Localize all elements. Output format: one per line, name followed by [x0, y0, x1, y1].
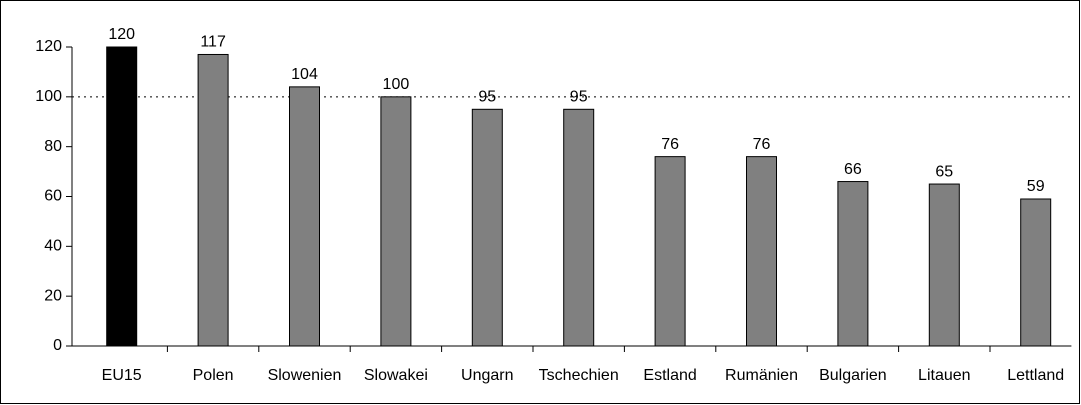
x-tick-label: Rumänien: [725, 367, 798, 384]
x-tick-label: Ungarn: [461, 367, 513, 384]
x-tick-label: Litauen: [918, 367, 971, 384]
data-label: 76: [753, 136, 771, 153]
data-label: 95: [478, 89, 496, 106]
bar: [1020, 198, 1052, 347]
data-label: 59: [1027, 178, 1045, 195]
x-tick-label: Estland: [643, 367, 696, 384]
data-label: 65: [935, 163, 953, 180]
bar: [746, 156, 777, 347]
x-tick-label: Tschechien: [539, 367, 619, 384]
x-tick-label: Lettland: [1007, 367, 1064, 384]
y-tick-label: 40: [44, 238, 62, 255]
y-tick-label: 80: [44, 138, 62, 155]
bar: [837, 181, 869, 347]
data-label: 117: [200, 34, 226, 51]
bar: [654, 156, 686, 347]
y-tick-label: 100: [35, 88, 62, 105]
x-tick-label: EU15: [102, 367, 142, 384]
x-tick-label: Slowenien: [268, 367, 342, 384]
data-label: 100: [383, 76, 410, 93]
data-label: 104: [291, 66, 318, 83]
bar: [928, 183, 960, 347]
y-tick-label: 20: [44, 287, 62, 304]
bar: [289, 86, 320, 347]
y-tick-label: 120: [35, 38, 62, 55]
data-label: 120: [108, 26, 135, 43]
bar: [380, 96, 412, 347]
data-label: 76: [661, 136, 679, 153]
x-tick-label: Polen: [193, 367, 234, 384]
x-tick-label: Slowakei: [364, 367, 428, 384]
data-label: 66: [844, 161, 862, 178]
bar: [106, 46, 138, 347]
bar: [563, 108, 595, 347]
x-tick-label: Bulgarien: [819, 367, 887, 384]
data-label: 95: [570, 89, 588, 106]
bar: [197, 53, 229, 347]
y-tick-label: 60: [44, 188, 62, 205]
y-tick-label: 0: [53, 337, 62, 354]
bar: [471, 108, 503, 347]
